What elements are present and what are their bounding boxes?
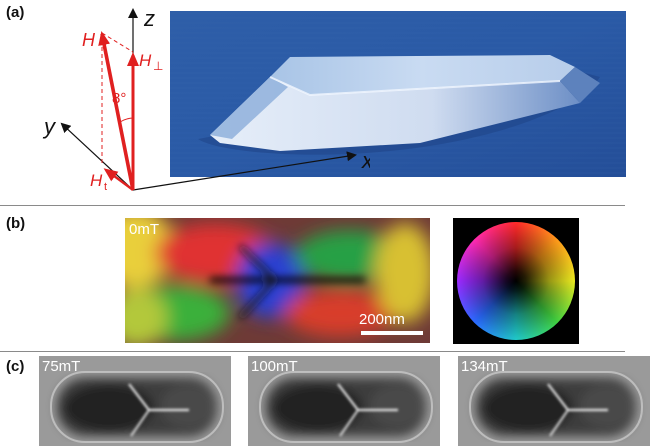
h-trans-subscript: t — [104, 181, 107, 193]
panel-c-label: (c) — [6, 358, 25, 375]
divider-line-2 — [0, 351, 625, 352]
lorentz-field-label: 134mT — [461, 358, 508, 375]
panel-a-label: (a) — [6, 4, 25, 21]
h-perp-label: H — [139, 51, 152, 70]
h-main-label: H — [82, 30, 96, 50]
color-wheel-center — [457, 222, 575, 340]
lorentz-image: 100mT — [248, 356, 440, 446]
z-axis-label: z — [143, 6, 155, 31]
lorentz-field-label: 100mT — [251, 358, 298, 375]
h-trans-vector — [103, 168, 134, 191]
afm-topography-image — [170, 11, 626, 177]
lorentz-image: 75mT — [39, 356, 231, 446]
scale-bar — [361, 331, 423, 335]
scale-bar-label: 200nm — [359, 311, 405, 328]
field-geometry-diagram: z y x H H ⊥ H t 8° — [42, 6, 370, 193]
h-main-vector — [98, 31, 135, 191]
x-axis-label: x — [361, 148, 370, 173]
h-trans-label: H — [90, 171, 103, 190]
lorentz-field-label: 75mT — [42, 358, 81, 375]
y-axis — [60, 122, 134, 191]
panel-b-label: (b) — [6, 215, 26, 232]
h-perp-subscript: ⊥ — [153, 59, 163, 73]
angle-label: 8° — [112, 90, 126, 107]
color-wheel-panel — [453, 218, 579, 344]
divider-line-1 — [0, 205, 625, 206]
field-value-label: 0mT — [129, 221, 159, 238]
magnetization-map: 0mT 200nm — [125, 218, 430, 343]
x-axis — [132, 151, 357, 191]
y-axis-label: y — [42, 114, 57, 139]
lorentz-image: 134mT — [458, 356, 650, 446]
